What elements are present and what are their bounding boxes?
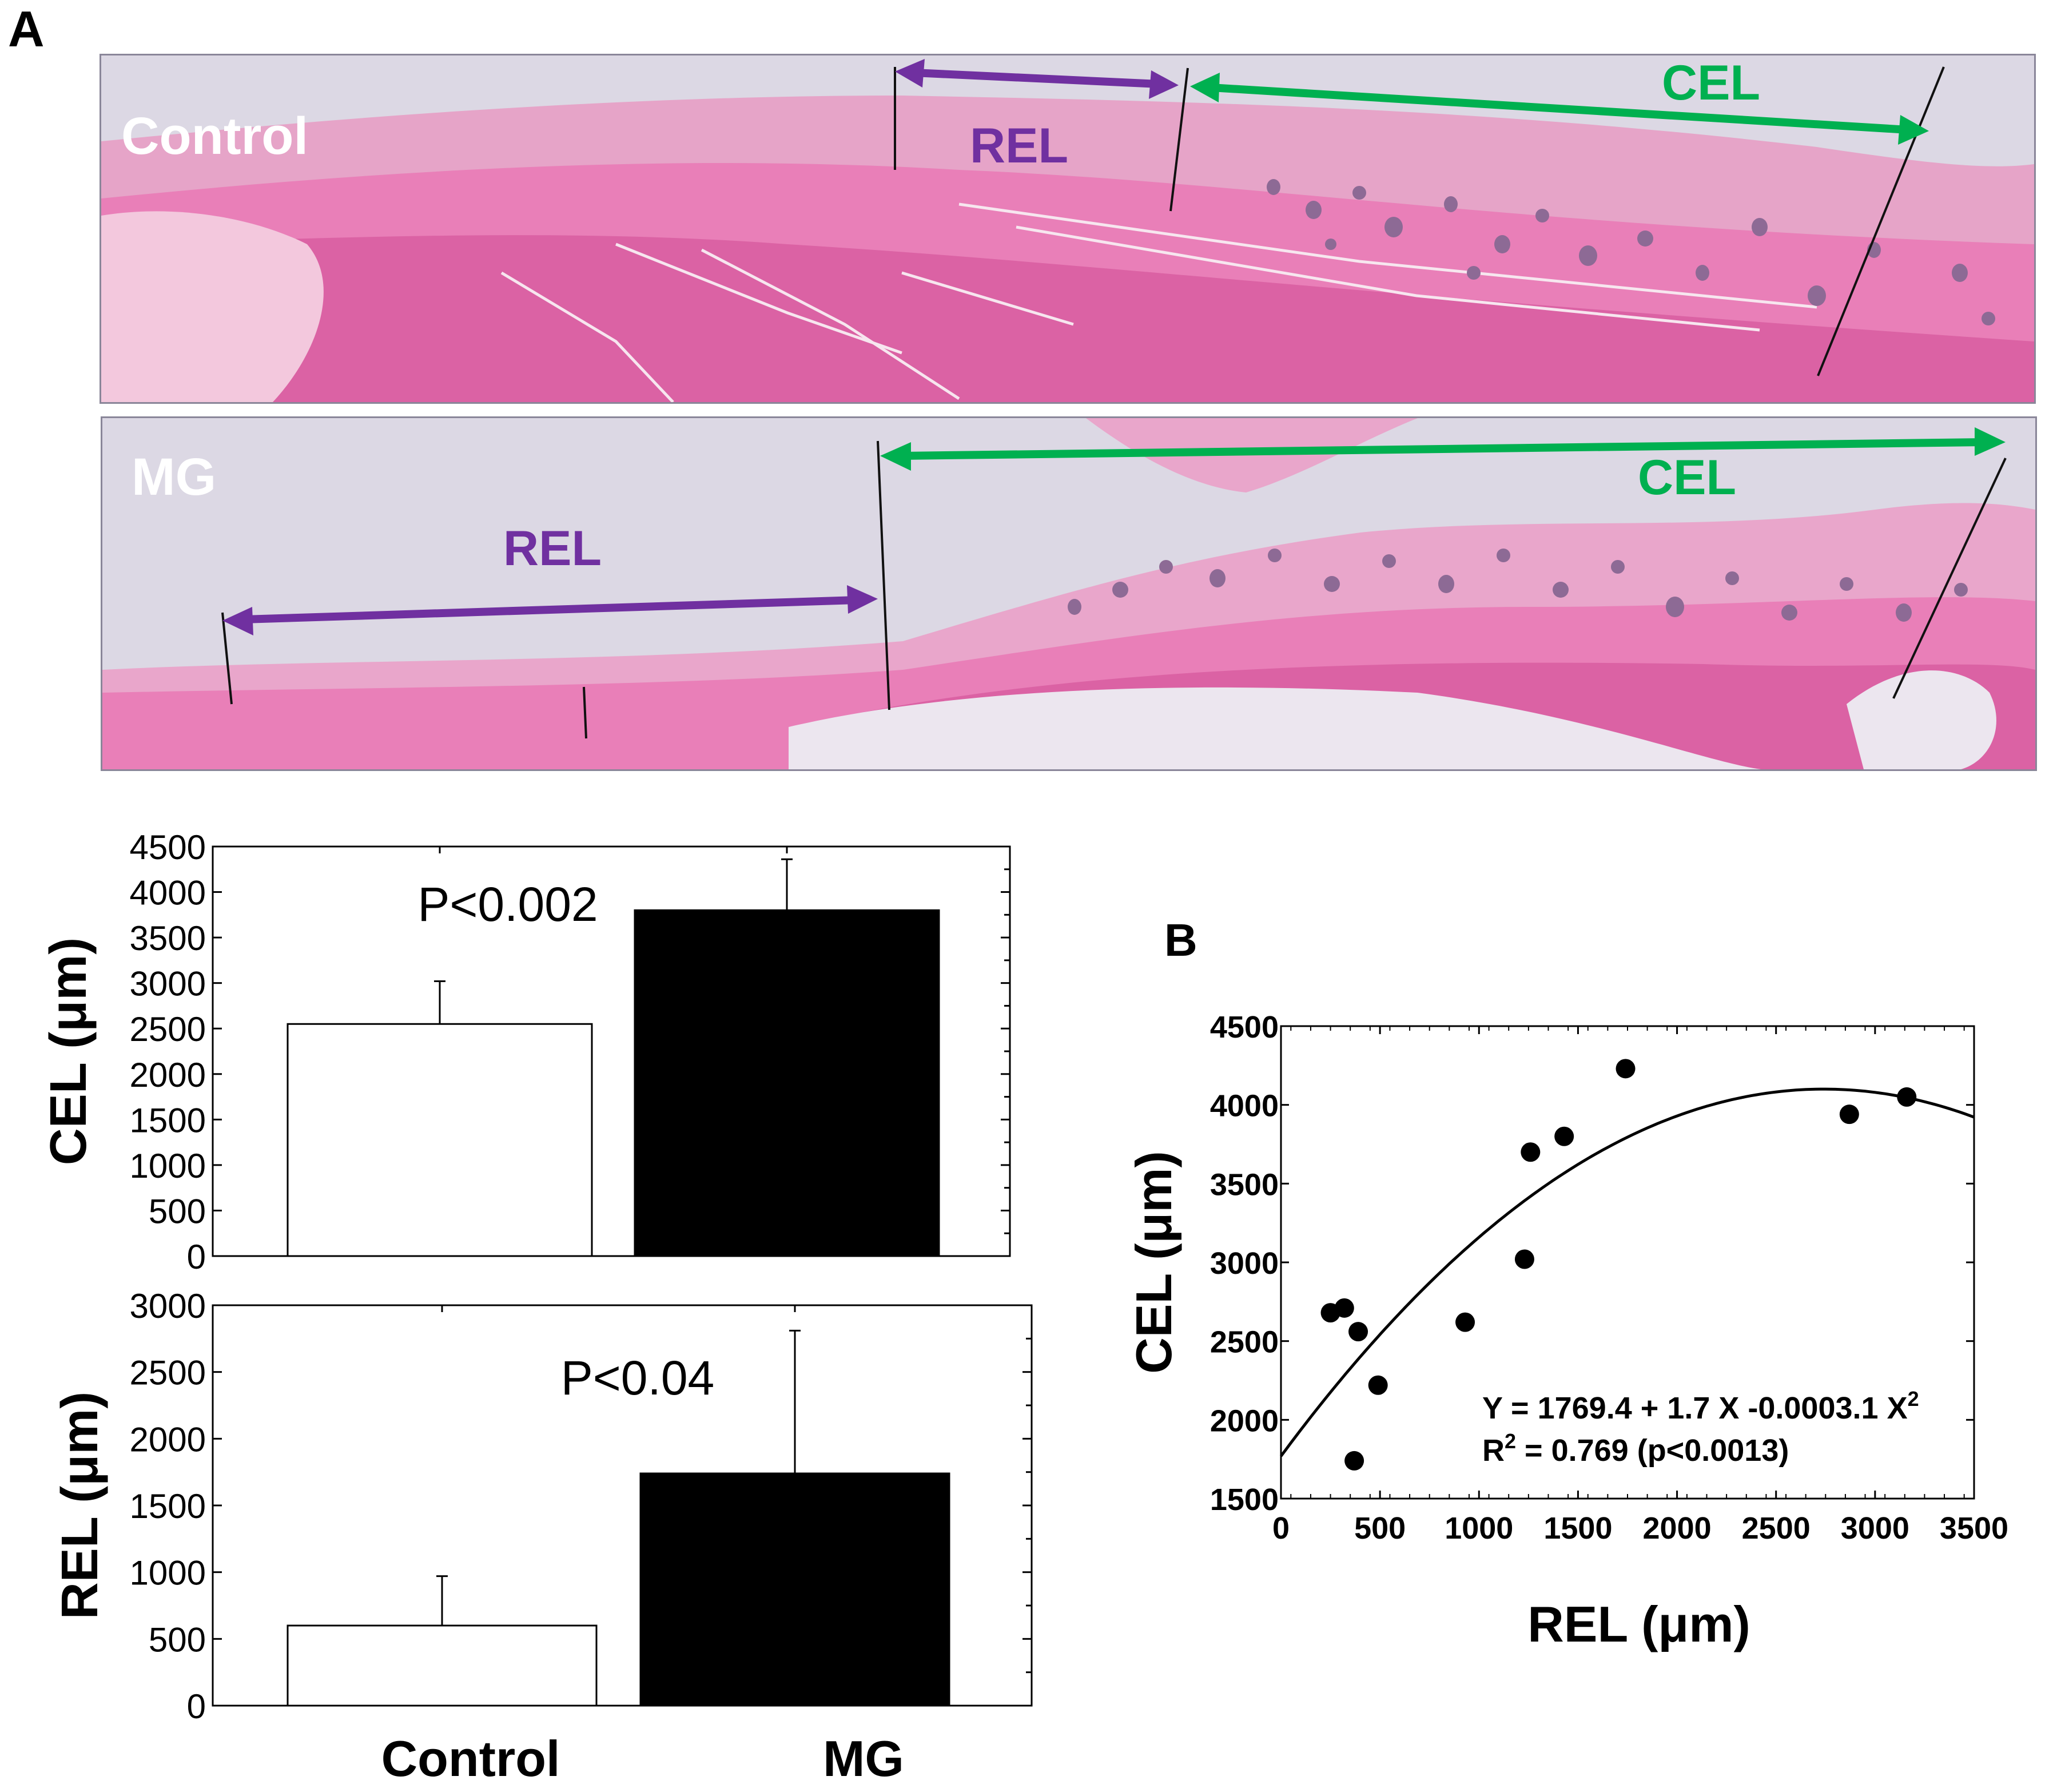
p-value-annotation: P<0.002: [417, 877, 598, 931]
x-category-label: Control: [381, 1730, 560, 1787]
scatter-chart: 1500 2000 2500 3000 3500 4000 4500 0 500 1000 1500…: [1109, 995, 2069, 1682]
bar-control: [287, 1023, 593, 1257]
control-micrograph-label: Control: [121, 107, 309, 165]
x-tick-label: 3500: [1940, 1511, 2008, 1545]
y-tick-label: 2500: [130, 1354, 206, 1392]
bar-mg: [639, 1472, 950, 1707]
y-tick-label: 2000: [1210, 1404, 1279, 1438]
data-point: [1897, 1087, 1917, 1107]
y-tick-label: 2500: [1210, 1325, 1279, 1360]
mg-micrograph: [101, 416, 2037, 771]
y-tick-label: 3000: [130, 1287, 206, 1325]
data-point: [1616, 1059, 1636, 1079]
data-point: [1521, 1142, 1541, 1162]
data-point: [1839, 1104, 1859, 1125]
plot-frame: [1280, 1025, 1975, 1500]
data-point: [1368, 1375, 1388, 1395]
y-tick-label: 0: [187, 1238, 206, 1276]
mg-cel-label: CEL: [1638, 450, 1736, 505]
cel-bar-chart: 0 500 1000 1500 2000 2500 3000 3500 4000 4500 CEL …: [0, 828, 1087, 1287]
y-tick-label: 3000: [1210, 1246, 1279, 1281]
x-tick-label: 1500: [1543, 1511, 1612, 1545]
y-tick-label: 2000: [130, 1420, 206, 1459]
y-tick-label: 4500: [1210, 1010, 1279, 1044]
x-axis-title: REL (μm): [1527, 1596, 1750, 1652]
mg-micrograph-label: MG: [132, 448, 217, 506]
y-tick-label: 4000: [130, 874, 206, 912]
p-value-annotation: P<0.04: [561, 1351, 715, 1405]
y-tick-label: 4000: [1210, 1089, 1279, 1123]
data-point: [1554, 1126, 1574, 1146]
control-rel-label: REL: [970, 118, 1068, 173]
y-axis-title: CEL (μm): [40, 937, 97, 1165]
y-tick-label: 3000: [130, 965, 206, 1003]
y-tick-label: 500: [149, 1620, 206, 1659]
y-tick-label: 4500: [130, 828, 206, 867]
data-point: [1334, 1298, 1354, 1318]
x-category-label: MG: [823, 1730, 904, 1787]
y-axis-title: REL (μm): [51, 1392, 109, 1619]
y-tick-label: 2500: [130, 1010, 206, 1048]
rel-bar-chart: 0 500 1000 1500 2000 2500 3000 REL (μm) P<0.04 Co…: [0, 1276, 1087, 1792]
y-tick-label: 1500: [130, 1487, 206, 1525]
data-point: [1344, 1451, 1364, 1471]
y-axis-title: CEL (μm): [1125, 1151, 1182, 1374]
r-squared-text: R2 = 0.769 (p<0.0013): [1482, 1429, 1789, 1468]
bar-control: [287, 1624, 598, 1707]
y-tick-label: 1000: [130, 1554, 206, 1592]
x-tick-label: 3000: [1841, 1511, 1909, 1545]
y-tick-label: 2000: [130, 1056, 206, 1094]
y-tick-label: 1000: [130, 1147, 206, 1185]
x-tick-label: 1000: [1445, 1511, 1513, 1545]
control-micrograph: [100, 54, 2036, 404]
y-tick-label: 500: [149, 1192, 206, 1230]
y-tick-label: 3500: [1210, 1167, 1279, 1202]
panel-a-letter: A: [8, 1, 45, 57]
data-point: [1348, 1322, 1368, 1342]
control-cel-label: CEL: [1662, 55, 1760, 110]
x-tick-label: 0: [1272, 1511, 1290, 1545]
x-tick-label: 2500: [1742, 1511, 1811, 1545]
regression-curve: [1280, 1087, 1975, 1457]
panel-b-letter: B: [1164, 915, 1197, 965]
data-point: [1455, 1312, 1475, 1332]
y-tick-label: 1500: [130, 1101, 206, 1139]
data-point: [1514, 1249, 1534, 1269]
x-tick-label: 2000: [1643, 1511, 1712, 1545]
regression-equation: Y = 1769.4 + 1.7 X -0.0003.1 X2: [1482, 1387, 1919, 1425]
y-tick-label: 3500: [130, 919, 206, 957]
mg-rel-label: REL: [503, 521, 602, 576]
y-tick-label: 1500: [1210, 1483, 1279, 1517]
y-tick-label: 0: [187, 1687, 206, 1726]
x-tick-label: 500: [1354, 1511, 1406, 1545]
bar-mg: [634, 909, 940, 1257]
